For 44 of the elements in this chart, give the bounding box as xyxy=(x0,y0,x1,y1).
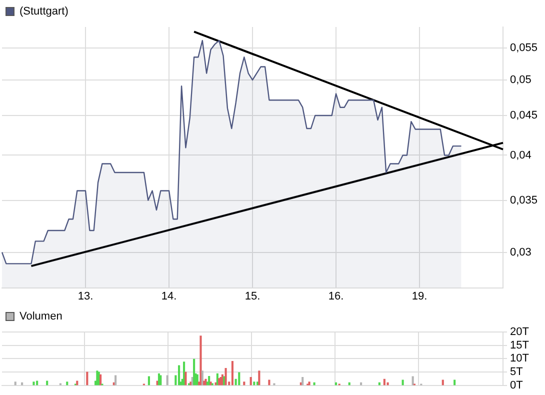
bar xyxy=(250,377,252,386)
bar xyxy=(148,376,150,386)
y-tick-label: 20T xyxy=(510,326,530,338)
y-tick-label: 0,05 xyxy=(510,74,532,86)
y-tick-label: 0,055 xyxy=(510,42,538,54)
x-tick-label: 19. xyxy=(412,290,428,302)
bar xyxy=(14,382,16,386)
bar xyxy=(302,377,304,386)
bar xyxy=(32,382,35,386)
y-tick-label: 5T xyxy=(510,366,524,378)
bar xyxy=(442,380,444,386)
bar xyxy=(243,382,246,386)
x-tick-label: 15. xyxy=(244,290,260,302)
bar xyxy=(258,370,260,386)
y-tick-label: 0,035 xyxy=(510,194,538,206)
y-tick-label: 15T xyxy=(510,339,530,352)
bar xyxy=(66,382,68,386)
legend-label: Volumen xyxy=(20,310,62,323)
bar xyxy=(383,378,386,386)
y-tick-label: 0,04 xyxy=(510,149,532,162)
bar xyxy=(454,380,456,386)
bar xyxy=(166,375,168,386)
bar xyxy=(86,372,88,386)
bar xyxy=(184,372,187,386)
x-tick-label: 14. xyxy=(161,290,177,302)
bar xyxy=(201,370,204,386)
y-tick-label: 0,03 xyxy=(510,246,532,258)
x-tick-label: 16. xyxy=(328,290,344,302)
y-tick-label: 10T xyxy=(510,352,530,365)
legend-label: (Stuttgart) xyxy=(20,6,68,18)
bar xyxy=(386,382,389,386)
y-tick-label: 0,045 xyxy=(510,110,538,122)
bar xyxy=(178,365,180,386)
y-tick-label: 0T xyxy=(510,379,524,392)
bar xyxy=(238,372,240,386)
bar xyxy=(268,380,270,386)
bar xyxy=(224,368,227,386)
bar xyxy=(100,374,102,386)
bar xyxy=(200,336,202,386)
bar xyxy=(253,382,256,386)
bar xyxy=(231,361,234,386)
x-tick-label: 13. xyxy=(78,290,94,302)
bar xyxy=(402,380,404,386)
bar xyxy=(114,375,117,386)
